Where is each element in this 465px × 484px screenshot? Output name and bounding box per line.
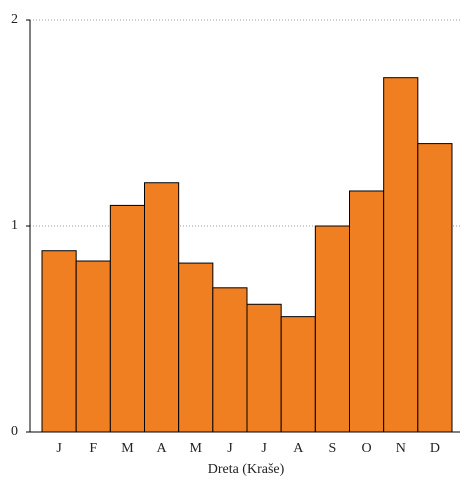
bar (280, 316, 316, 433)
bar (109, 204, 146, 433)
x-tick-label: S (329, 441, 337, 456)
y-tick-label: 0 (11, 424, 18, 439)
y-tick-label: 2 (11, 12, 18, 27)
bar (383, 77, 419, 433)
x-tick-label: J (56, 441, 62, 456)
x-tick-label: F (89, 441, 97, 456)
bar (314, 225, 351, 433)
x-tick-label: N (396, 441, 406, 456)
bar (417, 143, 453, 433)
bar (246, 303, 282, 433)
x-tick-label: A (293, 441, 304, 456)
x-axis-label: Dreta (Kraše) (208, 462, 285, 477)
bar (41, 250, 77, 433)
x-tick-label: M (190, 441, 203, 456)
bar (75, 260, 111, 433)
bar (212, 287, 248, 433)
bar (178, 262, 214, 433)
x-tick-label: A (157, 441, 168, 456)
bar (144, 182, 180, 433)
y-tick-label: 1 (11, 218, 18, 233)
x-tick-label: J (227, 441, 233, 456)
x-tick-label: D (430, 441, 440, 456)
x-tick-label: O (362, 441, 372, 456)
x-tick-label: J (261, 441, 267, 456)
bar (349, 190, 385, 433)
x-tick-label: M (121, 441, 134, 456)
